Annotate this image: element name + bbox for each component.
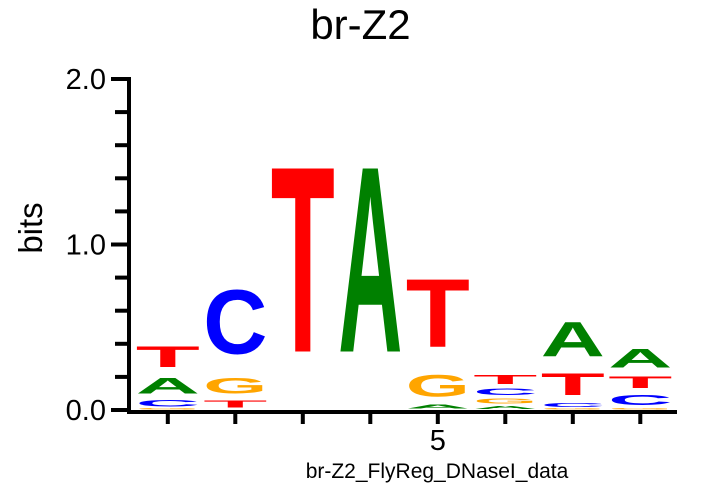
logo-letter-A: A [136,373,200,398]
logo-letter-G: G [473,397,537,405]
logo-letter-T: T [203,398,267,410]
x-tick [300,414,305,424]
logo-letter-G: G [136,408,200,410]
y-major-tick [111,408,127,412]
y-minor-tick [115,308,127,313]
y-minor-tick [115,209,127,214]
logo-letter-G: G [608,408,672,410]
y-minor-tick [115,275,127,280]
logo-letter-C: C [203,271,267,374]
x-tick [233,414,238,424]
x-tick [435,414,440,424]
logo-letter-A: A [338,113,402,409]
y-tick-label: 2.0 [66,64,106,96]
logo-letter-G: G [541,408,605,410]
y-axis-line [127,77,131,414]
logo-letter-C: C [541,402,605,409]
logo-letter-T: T [136,341,200,374]
logo-letter-A: A [406,403,470,410]
logo-letter-T: T [473,372,537,387]
logo-letter-T: T [271,111,335,408]
y-major-tick [111,77,127,81]
logo-letter-T: T [541,367,605,401]
logo-letter-C: C [473,387,537,397]
x-tick [638,414,643,424]
y-tick-label: 0.0 [66,395,106,427]
x-axis-line [127,410,677,414]
logo-letter-G: G [203,373,267,398]
x-tick [165,414,170,424]
x-tick [503,414,508,424]
y-major-tick [111,242,127,247]
x-tick [570,414,575,424]
logo-letter-C: C [608,392,672,408]
y-minor-tick [115,374,127,379]
logo-letter-C: C [136,399,200,409]
logo-letter-A: A [541,313,605,367]
logo-letter-G: G [406,369,470,403]
logo-letter-A: A [608,344,672,374]
x-axis-dataset-label: br-Z2_FlyReg_DNaseI_data [305,460,569,483]
logo-letter-A: A [473,405,537,410]
y-minor-tick [115,341,127,346]
y-minor-tick [115,143,127,148]
x-tick [368,414,373,424]
y-minor-tick [115,110,127,115]
y-tick-label: 1.0 [66,230,106,262]
x-tick-label: 5 [430,425,446,457]
y-minor-tick [115,176,127,181]
logo-letter-T: T [406,260,470,369]
chart-title: br-Z2 [310,1,411,48]
logo-letter-T: T [608,374,672,392]
